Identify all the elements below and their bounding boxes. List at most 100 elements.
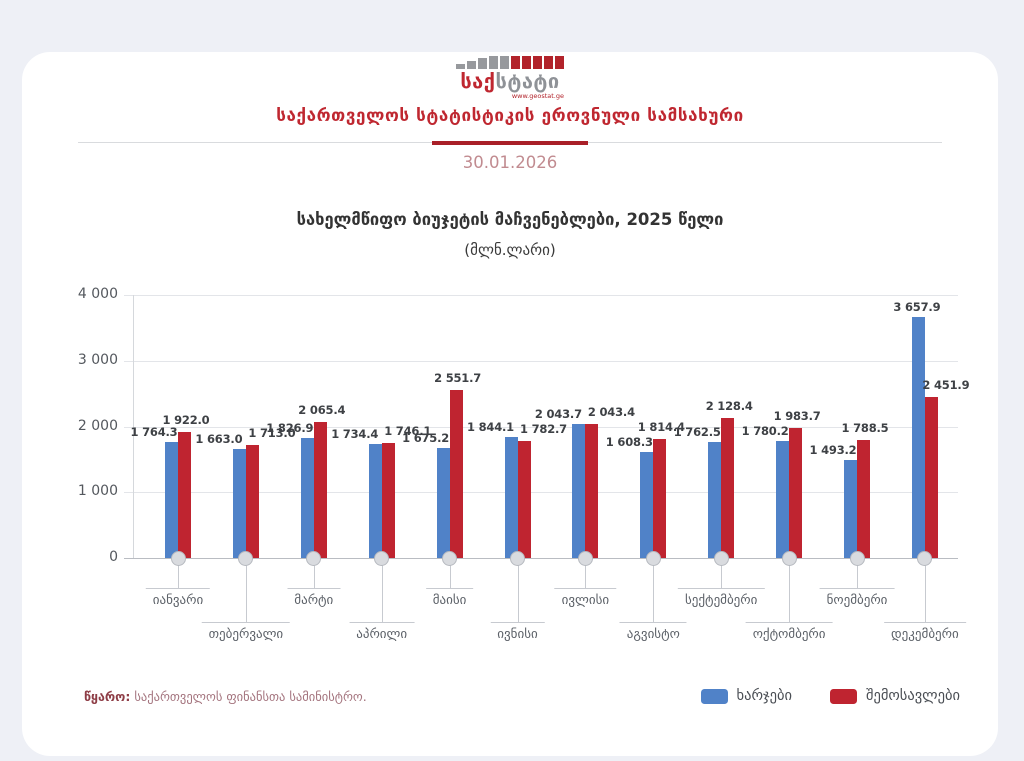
value-label-expenses: 1 663.0 — [195, 431, 243, 446]
y-tick-label: 3 000 — [77, 351, 118, 368]
logo-bars-icon — [450, 55, 570, 69]
bar-expenses — [232, 448, 246, 558]
bar-expenses — [640, 452, 654, 558]
bar-expenses — [165, 441, 178, 558]
value-label-revenues: 1 814.4 — [637, 419, 685, 434]
month-connector-line — [449, 564, 451, 588]
logo-bar — [500, 56, 509, 69]
bar-expenses — [911, 317, 925, 558]
axis-marker-circle — [238, 550, 254, 566]
month-label: აგვისტო — [619, 622, 687, 642]
logo-wordmark-gray: სტატი — [495, 69, 560, 93]
grid-line — [124, 295, 958, 296]
value-label-expenses: 1 762.5 — [673, 425, 721, 440]
logo-bar — [478, 58, 487, 69]
axis-marker-circle — [306, 550, 322, 566]
bar-revenues — [789, 427, 803, 558]
y-tick-label: 2 000 — [77, 417, 118, 434]
logo-bar — [467, 61, 476, 69]
y-tick-label: 1 000 — [77, 483, 118, 500]
bar-revenues — [857, 440, 870, 558]
chart-subtitle: (მლნ.ლარი) — [464, 241, 556, 259]
value-label-expenses: 3 657.9 — [893, 300, 941, 315]
logo-url: www.geostat.ge — [511, 92, 564, 100]
logo-bar — [511, 56, 520, 69]
value-label-expenses: 1 826.9 — [266, 420, 314, 435]
month-connector-line — [381, 564, 383, 622]
logo-bar — [522, 56, 531, 69]
value-label-revenues: 2 451.9 — [922, 377, 970, 392]
value-label-expenses: 1 764.3 — [130, 424, 178, 439]
source-note: წყარო: საქართველოს ფინანსთა სამინისტრო. — [84, 689, 367, 704]
grid-line — [124, 492, 958, 494]
bar-revenues — [653, 438, 667, 558]
value-label-revenues: 2 128.4 — [705, 399, 753, 414]
y-axis-line — [133, 295, 134, 558]
divider-accent — [432, 140, 588, 145]
axis-marker-circle — [917, 550, 933, 566]
legend-swatch — [700, 688, 728, 704]
value-label-expenses: 1 608.3 — [605, 435, 653, 450]
legend-label: შემოსავლები — [865, 688, 960, 704]
value-label-revenues: 1 746.1 — [384, 424, 432, 439]
y-tick-label: 0 — [109, 549, 118, 565]
month-label: აპრილი — [349, 622, 415, 642]
legend-item-expenses: ხარჯები — [700, 688, 792, 704]
value-label-revenues: 2 551.7 — [434, 371, 482, 386]
logo-wordmark: საქსტატი — [450, 71, 570, 91]
value-label-revenues: 1 922.0 — [162, 412, 210, 427]
month-connector-line — [857, 564, 858, 588]
grid-line — [124, 360, 958, 362]
value-label-expenses: 1 675.2 — [402, 430, 450, 445]
month-label: ივლისი — [554, 588, 617, 608]
month-label: მარტი — [287, 588, 341, 608]
bar-expenses — [300, 437, 314, 558]
value-label-expenses: 1 844.1 — [467, 419, 514, 434]
month-label: მაისი — [425, 588, 474, 608]
bar-revenues — [449, 390, 463, 558]
logo-bar — [555, 56, 564, 69]
bar-expenses — [436, 447, 450, 558]
month-connector-line — [178, 564, 179, 588]
page-title: საქართველოს სტატისტიკის ეროვნული სამსახუ… — [276, 106, 744, 126]
source-text: საქართველოს ფინანსთა სამინისტრო. — [130, 689, 367, 704]
bar-revenues — [178, 431, 191, 558]
bar-expenses — [844, 459, 857, 558]
month-connector-line — [721, 564, 723, 588]
month-label: თებერვალი — [201, 622, 291, 642]
logo-bar — [533, 56, 542, 69]
bar-revenues — [517, 440, 531, 558]
month-label: ნოემბერი — [819, 588, 895, 608]
bar-expenses — [776, 440, 790, 558]
geostat-logo: საქსტატი www.geostat.ge — [450, 55, 570, 100]
axis-marker-circle — [170, 550, 186, 566]
value-label-expenses: 1 780.2 — [741, 423, 789, 438]
axis-marker-circle — [645, 550, 661, 566]
grid-line — [124, 426, 958, 428]
value-label-expenses: 2 043.7 — [534, 406, 582, 421]
bar-revenues — [381, 443, 395, 558]
month-connector-line — [517, 564, 519, 622]
chart-title: სახელმწიფო ბიუჯეტის მაჩვენებლები, 2025 წ… — [296, 210, 724, 229]
value-label-expenses: 1 734.4 — [331, 426, 379, 441]
value-label-revenues: 1 713.0 — [248, 426, 296, 441]
bar-expenses — [708, 442, 722, 558]
month-connector-line — [245, 564, 247, 622]
source-label: წყარო: — [84, 689, 131, 704]
month-connector-line — [924, 564, 926, 622]
bar-revenues — [721, 418, 735, 558]
axis-marker-circle — [713, 550, 729, 566]
month-label: იანვარი — [145, 588, 211, 608]
month-label: ივნისი — [490, 622, 545, 642]
month-connector-line — [313, 564, 315, 588]
bar-expenses — [572, 423, 586, 558]
bar-revenues — [313, 422, 327, 558]
month-connector-line — [789, 564, 791, 622]
chart-legend: ხარჯები შემოსავლები — [700, 688, 960, 704]
month-label: დეკემბერი — [884, 622, 966, 642]
month-label: ოქტომბერი — [745, 622, 833, 642]
month-connector-line — [653, 564, 655, 622]
legend-swatch — [829, 688, 857, 704]
logo-bar — [489, 56, 498, 69]
axis-marker-circle — [442, 550, 458, 566]
